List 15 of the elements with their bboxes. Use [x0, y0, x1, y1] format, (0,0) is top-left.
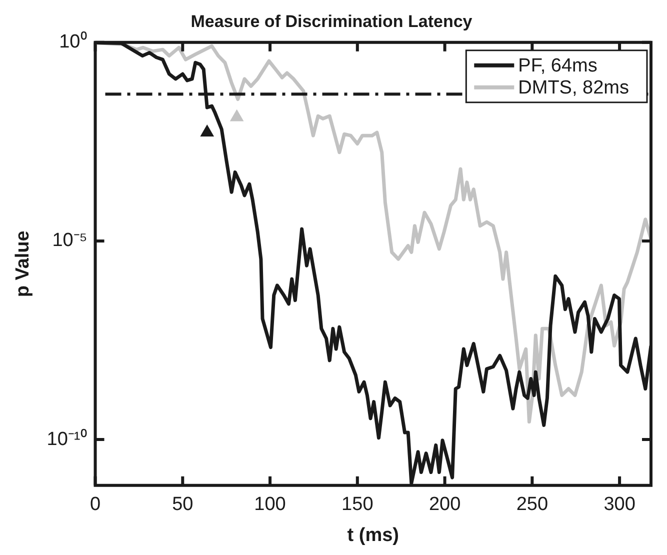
- chart-title: Measure of Discrimination Latency: [190, 12, 473, 31]
- x-axis-title: t (ms): [347, 524, 399, 546]
- y-tick-label: 10⁻⁵: [52, 230, 88, 252]
- x-tick-label: 100: [254, 494, 286, 516]
- x-tick-label: 250: [516, 494, 548, 516]
- x-tick-label: 200: [428, 494, 461, 516]
- x-tick-label: 150: [342, 494, 374, 516]
- legend-label: DMTS, 82ms: [518, 78, 630, 99]
- y-tick-label: 10⁻¹⁰: [46, 428, 88, 450]
- x-tick-label: 50: [172, 494, 194, 516]
- legend-label: PF, 64ms: [518, 56, 598, 77]
- x-tick-label: 300: [604, 494, 636, 516]
- x-tick-label: 0: [90, 494, 101, 516]
- y-axis-title: p Value: [12, 230, 34, 298]
- y-tick-label: 10⁰: [59, 30, 88, 53]
